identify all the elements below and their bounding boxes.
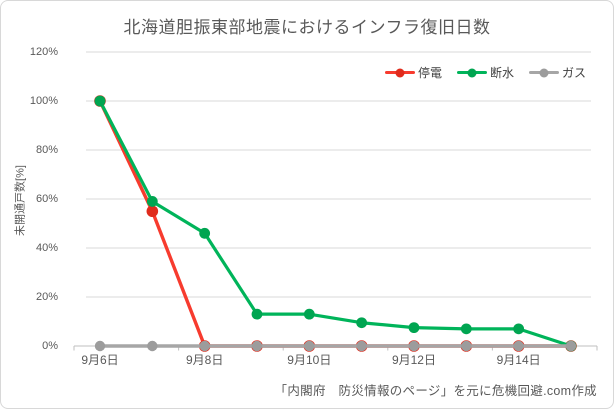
series-marker-water-supply [94, 95, 106, 107]
y-tick-label: 120% [29, 46, 58, 58]
series-marker-gas [461, 340, 472, 352]
legend: 停電 断水 ガス [384, 64, 586, 81]
series-marker-water-supply [251, 308, 263, 320]
series-marker-water-supply [408, 322, 420, 334]
series-marker-power-outage [146, 205, 159, 218]
series-marker-gas [94, 340, 106, 352]
series-marker-gas [408, 340, 420, 352]
legend-label: ガス [561, 66, 586, 80]
legend-marker-dot [467, 68, 477, 77]
series-marker-gas [304, 340, 315, 352]
y-tick-label: 40% [35, 242, 58, 254]
series-line-water-supply [98, 99, 573, 348]
legend-label: 停電 [417, 66, 442, 80]
y-tick-label: 0% [42, 340, 58, 352]
series-marker-gas [147, 340, 158, 352]
legend-item-water-supply: 断水 [456, 64, 514, 81]
legend-line-swatch [384, 68, 415, 77]
x-tick-label: 9月10日 [287, 353, 332, 367]
series-marker-gas [199, 340, 210, 352]
legend-label: 断水 [489, 66, 514, 80]
series-marker-gas [513, 340, 524, 352]
legend-line-swatch [456, 68, 487, 77]
x-tick-label: 9月6日 [81, 353, 119, 367]
source-caption: 「内閣府 防災情報のページ」を元に危機回避.com作成 [274, 384, 597, 398]
series-marker-gas [356, 340, 367, 352]
legend-marker-dot [395, 68, 405, 77]
series-marker-water-supply [356, 317, 368, 329]
series-marker-water-supply [303, 308, 315, 320]
chart-title: 北海道胆振東部地震におけるインフラ復旧日数 [123, 18, 491, 37]
legend-line-swatch [528, 68, 559, 77]
legend-item-gas: ガス [528, 64, 586, 81]
series-marker-water-supply [460, 323, 472, 335]
series-marker-gas [251, 340, 263, 352]
legend-item-power-outage: 停電 [384, 64, 442, 81]
series-marker-water-supply [513, 323, 525, 335]
x-tick-label: 9月14日 [496, 353, 541, 367]
legend-marker-dot [539, 68, 549, 77]
series-line-power-outage [98, 99, 573, 348]
y-tick-label: 20% [35, 291, 58, 303]
x-tick-label: 9月8日 [185, 353, 224, 367]
y-tick-label: 60% [35, 193, 58, 205]
series-marker-water-supply [146, 196, 158, 207]
series-marker-water-supply [199, 227, 211, 239]
x-tick-label: 9月12日 [391, 353, 436, 367]
y-tick-label: 80% [35, 144, 58, 156]
series-marker-gas [565, 340, 577, 352]
y-tick-label: 100% [29, 95, 58, 107]
